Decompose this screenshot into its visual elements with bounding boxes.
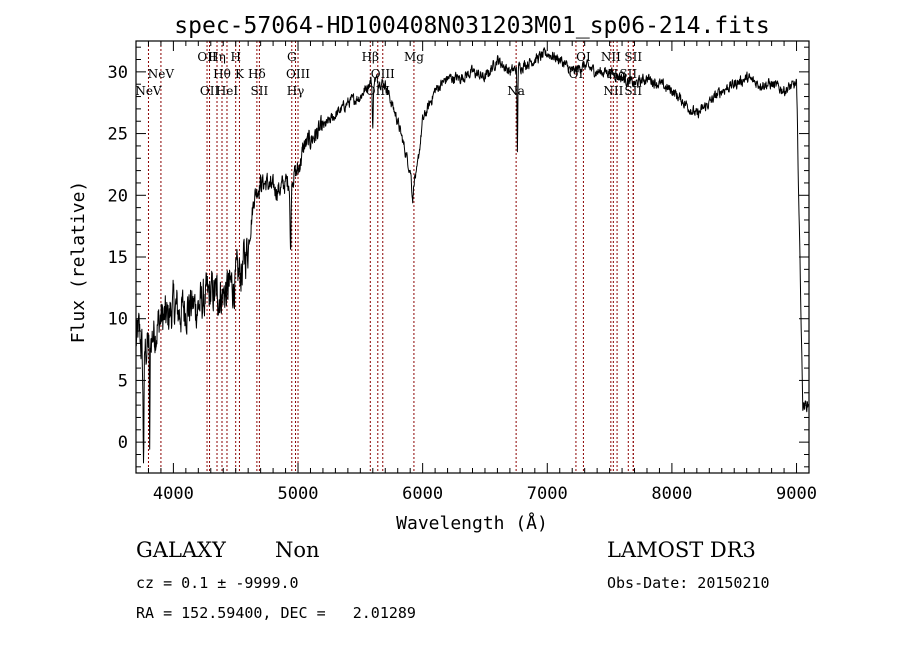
line-label: Hγ: [287, 84, 305, 98]
object-class: GALAXY: [136, 538, 226, 562]
y-tick-label: 5: [118, 371, 128, 391]
survey-name: LAMOST DR3: [607, 538, 756, 562]
line-label: SII: [624, 50, 642, 64]
x-tick-label: 6000: [402, 484, 443, 504]
emission-line-markers: [147, 41, 634, 473]
axis-ticks: 4000 5000 6000 7000 8000 9000 0 5 10 15 20 25 30: [108, 41, 817, 504]
y-tick-label: 15: [108, 248, 128, 268]
line-label: Mg: [404, 50, 424, 64]
x-tick-label: 4000: [153, 484, 194, 504]
line-label: NII: [603, 84, 623, 98]
y-tick-label: 10: [108, 310, 128, 330]
redshift-text: cz = 0.1 ± -9999.0: [136, 574, 299, 592]
x-tick-label: 8000: [651, 484, 692, 504]
x-tick-label: 9000: [776, 484, 817, 504]
line-label: Na: [507, 84, 525, 98]
ra-dec-text: RA = 152.59400, DEC = 2.01289: [136, 604, 416, 622]
observation-date: Obs-Date: 20150210: [607, 574, 770, 592]
line-label: OII: [200, 84, 220, 98]
line-label: OII: [197, 50, 217, 64]
object-subclass: Non: [275, 538, 320, 562]
line-label: Hη: [208, 50, 226, 64]
line-label: NeV: [148, 67, 175, 81]
line-label: NII: [601, 50, 621, 64]
y-tick-label: 0: [118, 433, 128, 453]
line-label: G: [287, 50, 297, 64]
spectrum-line: [135, 47, 809, 464]
line-label: OIII: [286, 67, 310, 81]
y-tick-label: 20: [108, 186, 128, 206]
line-label: K: [235, 67, 245, 81]
x-axis-label: Wavelength (Å): [396, 512, 548, 534]
y-axis-label: Flux (relative): [68, 181, 89, 344]
x-tick-label: 5000: [278, 484, 319, 504]
y-tick-label: 30: [108, 63, 128, 83]
line-label: SII: [251, 84, 269, 98]
line-label: Hδ: [248, 67, 266, 81]
line-label: Hβ: [362, 50, 379, 64]
line-label: HeI: [216, 84, 239, 98]
line-label: Hθ: [213, 67, 231, 81]
line-label: NeV: [135, 84, 162, 98]
chart-title: spec-57064-HD100408N031203M01_sp06-214.f…: [174, 13, 769, 39]
x-tick-label: 7000: [527, 484, 568, 504]
y-tick-label: 25: [108, 125, 128, 145]
line-label: H: [230, 50, 240, 64]
